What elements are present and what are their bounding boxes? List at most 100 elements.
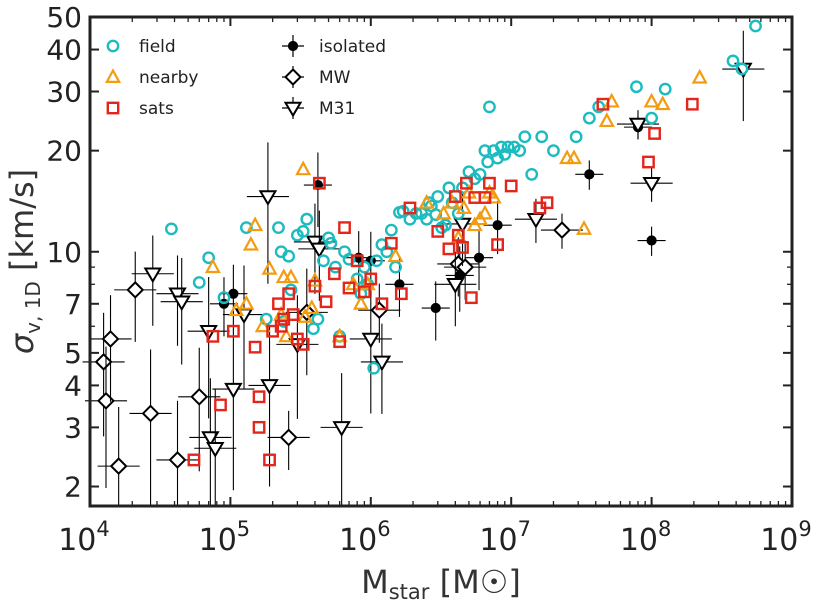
point-field — [342, 252, 356, 266]
legend-label: field — [139, 37, 176, 57]
point-field — [658, 82, 672, 96]
series-MW — [82, 213, 584, 506]
y-axis-title-sub: v, 1D — [21, 281, 45, 334]
x-tick-exponent: 4 — [96, 517, 109, 541]
point-field — [192, 276, 206, 289]
point-sats — [338, 221, 351, 235]
legend-item-field: field — [106, 37, 176, 57]
point-nearby — [352, 294, 369, 310]
point-nearby — [476, 204, 493, 220]
point-field — [518, 130, 532, 144]
x-tick-label: 106 — [339, 517, 391, 558]
point-nearby — [435, 204, 452, 220]
point-MW — [279, 428, 298, 447]
point-isolated — [473, 252, 485, 263]
point-field — [282, 249, 296, 263]
y-tick-label: 7 — [64, 288, 82, 321]
point-field — [513, 144, 527, 158]
legend-label: M31 — [319, 99, 355, 119]
point-sats — [214, 398, 227, 412]
point-nearby — [418, 193, 435, 209]
point-sats — [286, 308, 300, 321]
sun-symbol-icon: ☉ — [480, 563, 509, 601]
point-nearby — [282, 268, 299, 284]
x-tick-exponent: 9 — [798, 517, 811, 541]
point-M31 — [206, 442, 225, 458]
point-M31 — [332, 421, 351, 437]
point-nearby — [565, 149, 583, 165]
point-M31 — [642, 176, 661, 193]
x-axis-title-unit: [M — [429, 563, 479, 601]
point-MW — [168, 451, 187, 469]
x-tick-base: 10 — [620, 523, 658, 558]
point-sats — [187, 453, 201, 467]
point-nearby — [691, 68, 708, 84]
point-MW — [101, 330, 120, 348]
point-M31 — [201, 431, 220, 447]
legend-marker-isolated — [287, 40, 299, 52]
point-M31 — [446, 278, 465, 294]
x-tick-base: 10 — [479, 523, 517, 558]
series-M31 — [131, 30, 765, 506]
legend: field nearby sats isolated MW M31 — [104, 35, 386, 119]
legend-item-sats: sats — [106, 99, 174, 119]
legend-marker-M31 — [283, 101, 303, 118]
plot-background — [90, 17, 792, 506]
x-tick-label: 105 — [199, 517, 251, 558]
point-nearby — [387, 247, 404, 263]
legend-marker-sats — [106, 101, 120, 115]
point-nearby — [296, 308, 314, 323]
point-sats — [375, 297, 389, 311]
point-field — [317, 254, 330, 268]
point-sats — [312, 176, 326, 190]
point-field — [431, 190, 445, 203]
point-sats — [403, 201, 417, 215]
point-sats — [333, 335, 347, 349]
point-sats — [296, 337, 310, 351]
point-field — [324, 236, 338, 250]
point-sats — [642, 155, 655, 169]
point-sats — [394, 287, 408, 301]
point-field — [582, 111, 596, 125]
point-nearby — [598, 112, 615, 128]
legend-item-isolated: isolated — [282, 35, 386, 57]
point-sats — [248, 340, 262, 354]
x-axis-title-sub: star — [389, 580, 430, 601]
point-field — [498, 147, 512, 161]
point-M31 — [310, 242, 329, 259]
y-tick-label: 40 — [46, 34, 82, 67]
point-sats — [540, 196, 554, 210]
point-M31 — [143, 267, 163, 284]
point-sats — [451, 228, 465, 242]
point-M31 — [172, 295, 191, 312]
x-tick-exponent: 7 — [518, 517, 531, 541]
point-sats — [342, 281, 356, 295]
y-axis-title-main: σ — [3, 332, 41, 354]
point-field — [165, 222, 178, 236]
y-tick-label: 10 — [46, 236, 82, 269]
point-field — [525, 167, 539, 181]
legend-marker-nearby — [104, 68, 122, 83]
point-sats — [478, 191, 492, 204]
y-tick-label: 20 — [46, 135, 82, 168]
point-M31 — [224, 382, 243, 399]
x-axis-title: Mstar [M☉] — [361, 563, 521, 601]
point-field — [501, 140, 515, 154]
point-field — [735, 62, 749, 76]
point-field — [202, 251, 216, 265]
point-M31 — [628, 117, 648, 134]
point-field — [569, 130, 583, 144]
point-field — [645, 111, 658, 125]
point-M31 — [453, 217, 472, 234]
x-tick-labels: 104 105 106 107 108 109 — [58, 517, 812, 558]
point-field — [217, 291, 231, 305]
point-sats — [206, 329, 220, 343]
y-tick-label: 30 — [46, 76, 82, 109]
point-isolated — [492, 220, 503, 231]
point-sats — [491, 238, 504, 252]
point-nearby — [575, 220, 593, 235]
series-sats — [187, 97, 699, 467]
legend-label: isolated — [319, 37, 386, 57]
point-field — [239, 221, 253, 235]
point-sats — [483, 176, 496, 190]
